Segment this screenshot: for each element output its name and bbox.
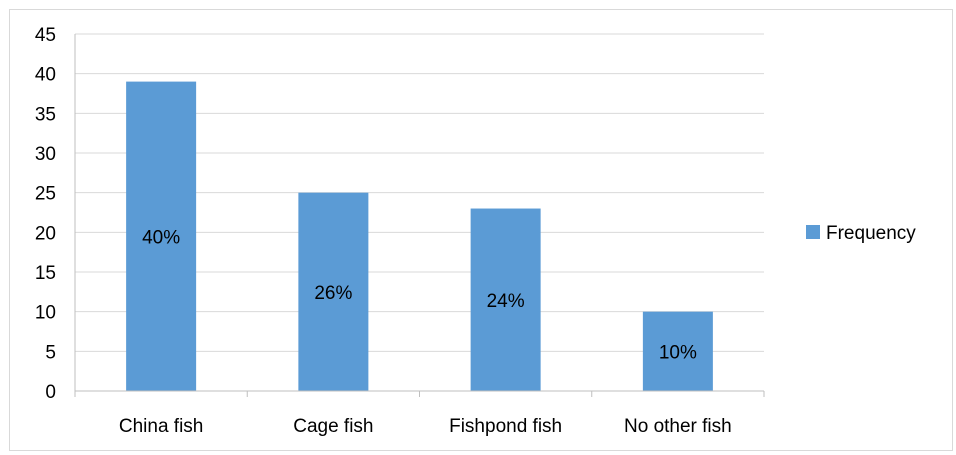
- y-tick-labels: 0 5 10 15 20 25 30 35 40 45: [35, 25, 56, 403]
- y-tick-label: 0: [45, 382, 56, 403]
- legend: Frequency: [806, 223, 916, 244]
- y-tick-label: 40: [35, 65, 56, 86]
- x-tick-label: No other fish: [624, 416, 732, 437]
- y-tick-label: 30: [35, 144, 56, 165]
- x-tick-labels: China fish Cage fish Fishpond fish No other…: [119, 416, 732, 437]
- y-tick-label: 20: [35, 223, 56, 244]
- y-tick-label: 15: [35, 263, 56, 284]
- x-tick-label: Cage fish: [293, 416, 373, 437]
- data-label: 26%: [314, 283, 352, 304]
- y-tick-label: 45: [35, 25, 56, 46]
- y-tick-label: 25: [35, 184, 56, 205]
- x-tick-label: Fishpond fish: [449, 416, 562, 437]
- bar: [298, 192, 369, 391]
- legend-label: Frequency: [826, 223, 916, 244]
- data-labels: 40% 26% 24% 10%: [142, 227, 697, 363]
- data-label: 40%: [142, 227, 180, 248]
- legend-swatch: [806, 225, 820, 239]
- data-label: 24%: [487, 291, 525, 312]
- bar: [126, 81, 197, 391]
- axes: [74, 34, 765, 397]
- y-tick-label: 5: [45, 342, 56, 363]
- y-tick-label: 35: [35, 104, 56, 125]
- y-tick-label: 10: [35, 303, 56, 324]
- bar: [642, 311, 713, 391]
- bar: [470, 208, 541, 391]
- bars: [126, 81, 713, 391]
- x-tick-label: China fish: [119, 416, 204, 437]
- data-label: 10%: [659, 342, 697, 363]
